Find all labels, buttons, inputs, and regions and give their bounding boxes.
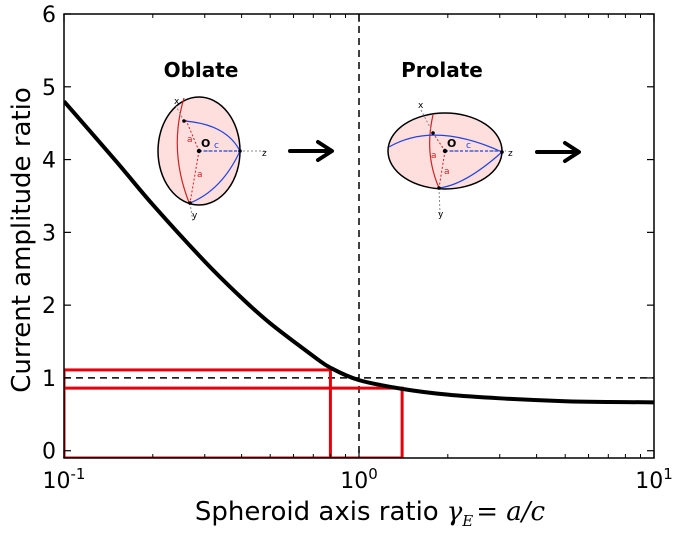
x-axis-label: Spheroid axis ratio γE = a/c xyxy=(195,497,546,530)
oblate-y-letter: y xyxy=(192,211,198,221)
oblate-point-z xyxy=(238,149,242,153)
prolate-center-point xyxy=(442,148,448,154)
oblate-y-axis xyxy=(189,202,194,223)
prolate-y-axis xyxy=(438,187,441,215)
prolate-spheroid-inset: Prolate x y z a a c O xyxy=(387,58,581,220)
prolate-x-letter: x xyxy=(418,101,424,111)
oblate-point-x xyxy=(182,119,186,123)
y-tick-label-5: 5 xyxy=(42,76,56,101)
oblate-label: Oblate xyxy=(164,58,239,82)
x-axis-label-symbol: γ xyxy=(447,497,463,527)
oblate-a-letter-2: a xyxy=(197,170,203,180)
plot-frame xyxy=(63,13,655,459)
oblate-a-radius-1 xyxy=(185,119,200,152)
prolate-origin-letter: O xyxy=(447,137,456,150)
oblate-c-letter: c xyxy=(214,141,219,151)
oblate-a-letter-1: a xyxy=(187,135,193,145)
oblate-meridian-curve xyxy=(176,97,191,206)
prolate-label: Prolate xyxy=(401,58,483,82)
x-axis-label-text: Spheroid axis ratio xyxy=(195,497,439,527)
prolate-a-letter-2: a xyxy=(444,167,450,177)
prolate-y-letter: y xyxy=(438,210,444,220)
prolate-c-letter: c xyxy=(466,141,471,151)
series-line-1 xyxy=(64,100,654,405)
prolate-meridian-curve xyxy=(429,114,440,189)
oblate-x-axis xyxy=(175,105,185,122)
oblate-spheroid-inset: Oblate x y z a a c O xyxy=(157,58,334,223)
x-axis-label-subscript: E xyxy=(461,512,473,530)
x-tick-label--1: 10-1 xyxy=(43,465,86,494)
y-tick-label-4: 4 xyxy=(42,149,56,174)
oblate-x-letter: x xyxy=(174,97,180,107)
prolate-point-y xyxy=(437,186,441,190)
prolate-point-z xyxy=(500,150,504,154)
y-tick-label-1: 1 xyxy=(42,367,56,392)
oblate-z-letter: z xyxy=(262,149,267,159)
oblate-a-radius-2 xyxy=(189,150,200,204)
y-tick-label-0: 0 xyxy=(42,440,56,465)
x-tick-label-1: 101 xyxy=(635,465,673,494)
prolate-x-axis xyxy=(420,109,434,134)
y-tick-label-3: 3 xyxy=(42,221,56,246)
prolate-a-letter-1: a xyxy=(431,151,437,161)
prolate-arrow xyxy=(535,141,581,163)
oblate-point-y xyxy=(188,201,192,205)
x-axis-label-rest: = a/c xyxy=(476,497,545,527)
x-tick-label-0: 100 xyxy=(340,465,378,494)
prolate-point-x xyxy=(431,131,435,135)
oblate-origin-letter: O xyxy=(201,137,210,150)
prolate-z-letter: z xyxy=(508,149,513,159)
y-axis-label: Current amplitude ratio xyxy=(7,87,37,393)
y-tick-label-2: 2 xyxy=(42,294,56,319)
highlight-marker-2 xyxy=(64,386,404,458)
oblate-center-point xyxy=(196,148,202,154)
prolate-equator-curve xyxy=(388,134,504,189)
oblate-arrow xyxy=(288,140,334,162)
y-tick-label-6: 6 xyxy=(42,3,56,28)
